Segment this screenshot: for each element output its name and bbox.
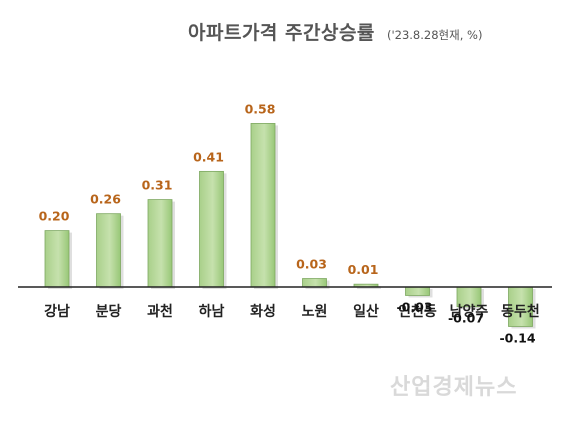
category-label: 남양주 [450,303,489,320]
category-label: 화성 [250,304,276,320]
bar-인천동 [405,286,430,296]
value-label: 0.26 [90,192,121,207]
bar-화성 [250,123,276,288]
bar-동두천 [508,286,533,327]
chart-title: 아파트가격 주간상승률 [188,22,375,44]
category-label: 과천 [147,304,173,320]
value-label: -0.07 [448,311,484,326]
chart-subtitle: ('23.8.28현재, %) [387,28,482,42]
category-label: 강남 [44,303,70,320]
category-label: 동두천 [501,304,540,320]
category-label: 일산 [353,303,379,320]
bar-노원 [302,278,327,288]
category-label: 분당 [96,303,122,320]
value-label: 0.03 [296,257,327,272]
value-label: -0.03 [396,299,432,314]
value-label: 0.01 [348,262,379,277]
category-label: 하남 [199,303,225,320]
value-label: 0.20 [39,209,70,224]
bar-분당 [96,213,121,288]
watermark-text: 산업경제뉴스 [390,375,517,400]
value-label: 0.58 [245,101,276,116]
category-label: 인천동 [398,303,437,320]
category-label: 노원 [302,304,328,320]
bar-강남 [44,230,70,288]
bar-과천 [147,199,173,288]
value-label: -0.14 [499,330,535,345]
value-label: 0.31 [142,178,173,193]
bar-하남 [199,170,224,288]
value-label: 0.41 [193,149,224,164]
